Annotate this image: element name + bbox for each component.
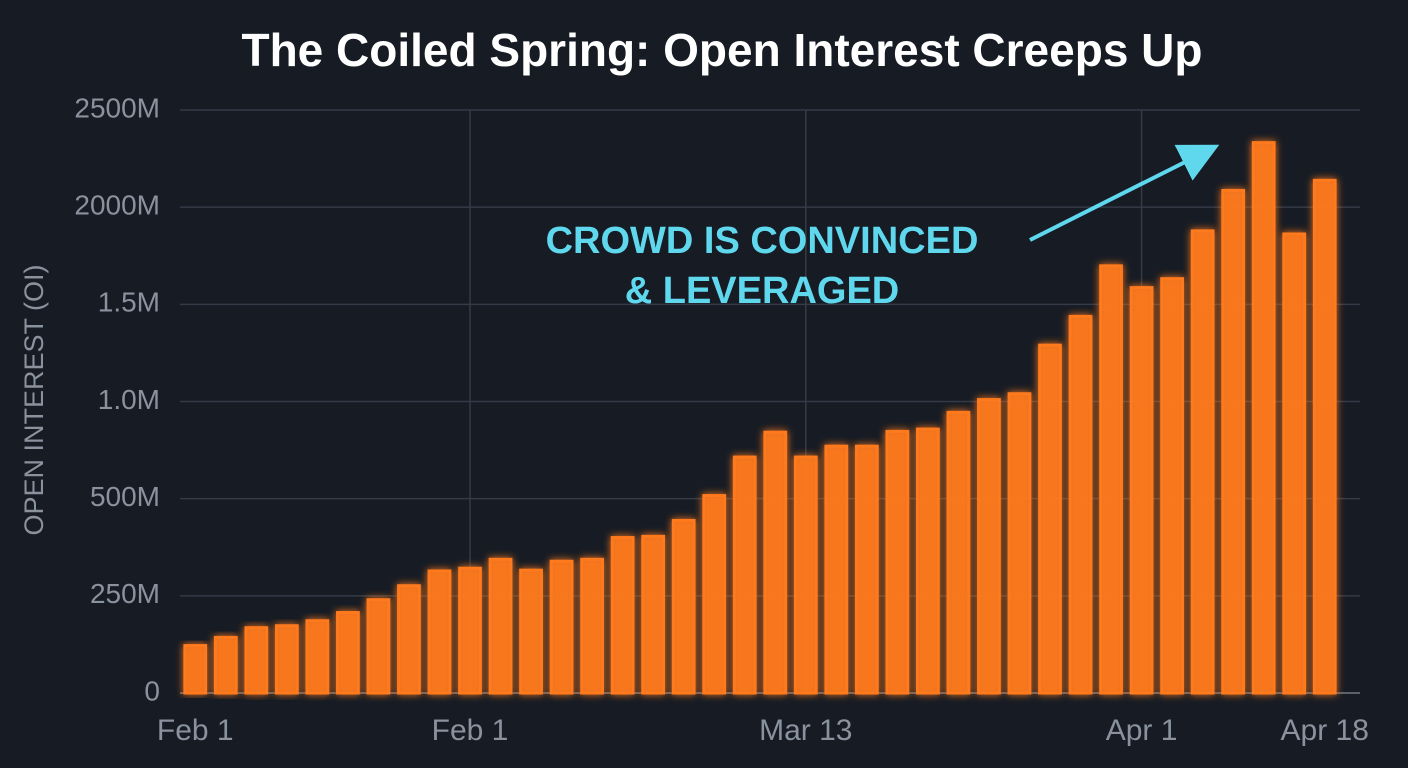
y-tick-label: 1.5M	[98, 287, 160, 318]
bar	[1282, 232, 1307, 695]
x-tick-label: Feb 1	[157, 714, 234, 747]
bar	[366, 598, 391, 695]
y-axis-label: OPEN INTEREST (OI)	[19, 264, 49, 535]
bar	[671, 518, 696, 695]
bar	[793, 455, 818, 695]
bar	[946, 410, 971, 695]
x-tick-label: Apr 1	[1106, 714, 1178, 747]
bar	[641, 534, 666, 695]
bar	[1190, 229, 1215, 695]
bar	[824, 444, 849, 695]
bar	[458, 566, 482, 695]
bar	[488, 557, 513, 695]
bar	[1160, 277, 1184, 695]
bar	[885, 429, 910, 695]
bar	[610, 536, 635, 695]
bar	[183, 644, 208, 695]
x-tick-label: Feb 1	[432, 714, 509, 747]
bar	[244, 626, 269, 695]
bar	[763, 430, 788, 695]
x-tick-label: Apr 18	[1281, 714, 1369, 747]
bar	[336, 611, 360, 695]
bar	[1038, 343, 1062, 695]
y-tick-label: 2000M	[74, 190, 160, 221]
bar	[1068, 314, 1093, 695]
chart-title: The Coiled Spring: Open Interest Creeps …	[241, 24, 1202, 76]
bar	[305, 619, 330, 695]
bar	[213, 635, 238, 695]
bar	[519, 568, 543, 695]
bar	[732, 455, 757, 695]
bar	[1312, 178, 1337, 695]
y-tick-label: 2500M	[74, 92, 160, 123]
bar	[274, 624, 299, 695]
bar	[397, 584, 421, 695]
y-tick-label: 500M	[90, 481, 160, 512]
y-tick-label: 0	[144, 675, 160, 706]
x-tick-label: Mar 13	[759, 714, 852, 747]
bar	[549, 559, 574, 695]
annotation: & LEVERAGED	[625, 270, 899, 312]
bar	[702, 494, 727, 695]
bar	[1099, 264, 1123, 695]
bar	[580, 557, 604, 695]
plot: 0 250M 500M 1.0M 1.5M 2000M 2500M Feb 1 Feb 1 Mar…	[74, 92, 1369, 747]
y-tick-label: 250M	[90, 578, 160, 609]
annotation-arrow	[1029, 144, 1220, 242]
bar	[1129, 286, 1154, 695]
bar	[916, 427, 940, 695]
bar	[1007, 392, 1032, 695]
bar	[977, 398, 1001, 695]
annotation: CROWD IS CONVINCED	[546, 220, 979, 262]
bar	[1221, 188, 1246, 695]
y-tick-label: 1.0M	[98, 384, 160, 415]
bar	[427, 569, 452, 695]
bar	[1251, 141, 1276, 695]
bar	[854, 444, 879, 695]
